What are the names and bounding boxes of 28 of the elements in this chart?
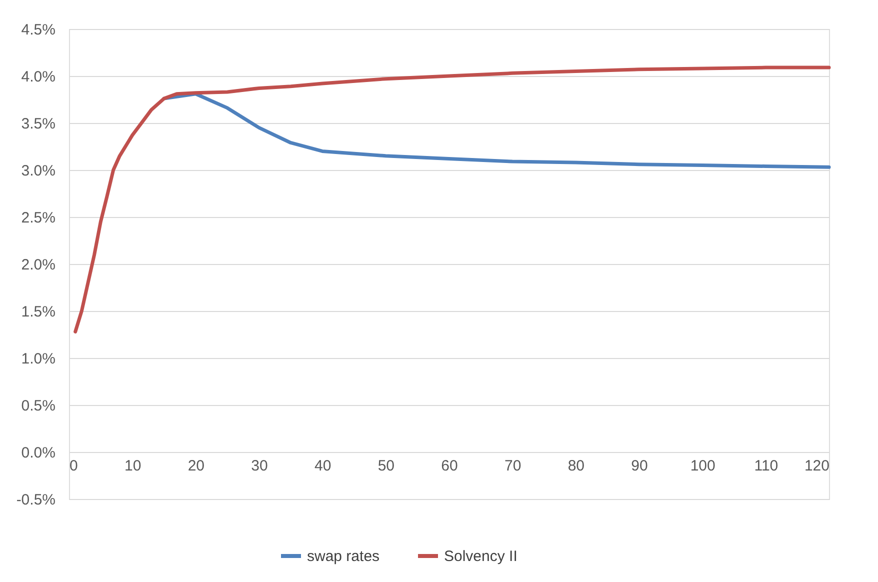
y-tick-label: 1.5% <box>21 304 56 320</box>
x-tick-label: 30 <box>251 458 268 474</box>
line-series <box>74 66 831 334</box>
y-tick-label: 2.5% <box>21 210 56 226</box>
line-series <box>162 92 831 169</box>
y-tick-label: 3.5% <box>21 116 56 132</box>
x-tick-label: 0 <box>70 458 78 474</box>
x-tick-label: 10 <box>124 458 142 474</box>
x-tick-label: 20 <box>188 458 205 474</box>
y-tick-label: -0.5% <box>16 492 56 508</box>
x-tick-label: 70 <box>504 458 522 474</box>
y-tick-label: 2.0% <box>21 256 56 274</box>
x-tick-label: 40 <box>314 458 332 474</box>
x-tick-label: 90 <box>631 458 648 474</box>
x-tick-label: 100 <box>690 458 716 474</box>
y-tick-label: 0.0% <box>21 444 56 462</box>
x-tick-label: 80 <box>568 458 585 474</box>
x-tick-label: 60 <box>441 458 458 474</box>
x-tick-label: 110 <box>754 458 778 474</box>
y-tick-label: 3.0% <box>21 162 56 180</box>
legend-label: swap rates <box>307 548 380 565</box>
x-tick-label: 50 <box>378 458 395 474</box>
y-tick-label: 1.0% <box>21 350 56 368</box>
y-tick-label: 4.0% <box>21 68 56 86</box>
y-tick-label: 4.5% <box>21 22 56 38</box>
y-tick-label: 0.5% <box>21 398 56 414</box>
x-tick-label: 120 <box>804 458 830 474</box>
legend-label: Solvency II <box>444 548 518 565</box>
